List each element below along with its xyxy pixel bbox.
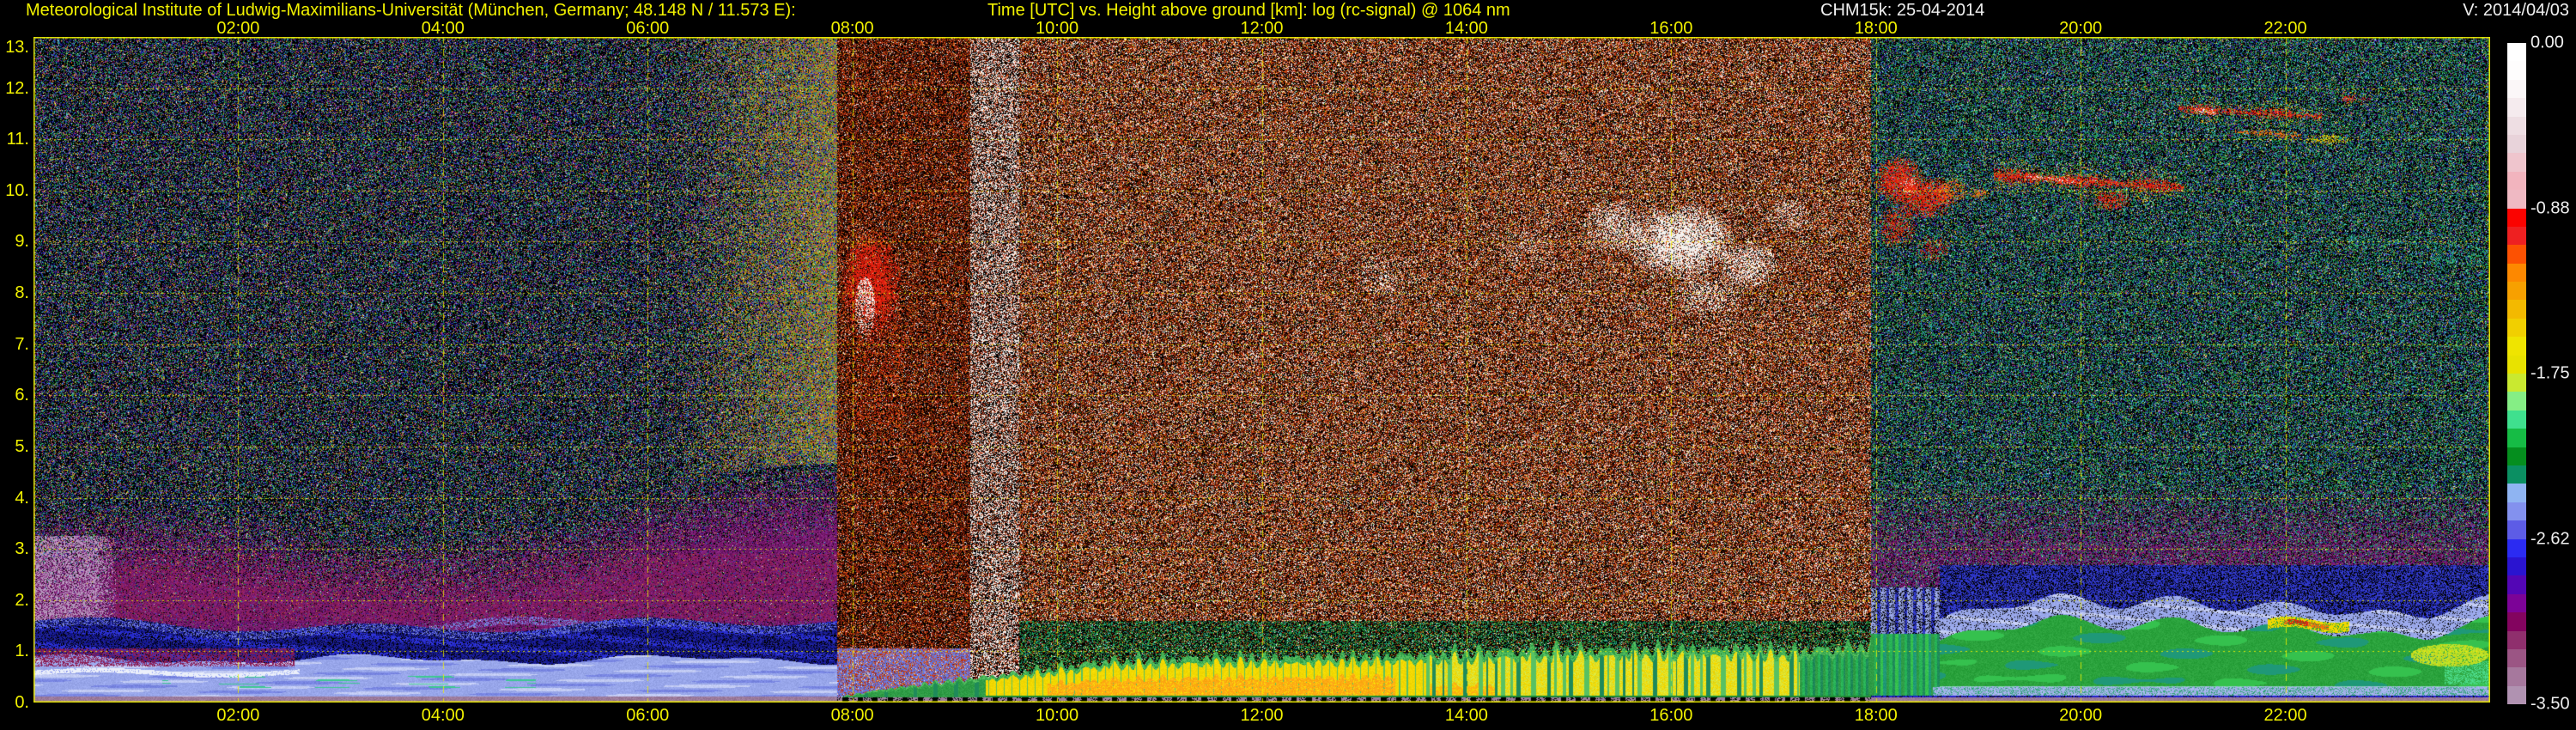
instrument-date-label: CHM15k: 25-04-2014 [1820, 1, 1985, 20]
x-tick-label: 12:00 [1240, 706, 1284, 725]
colorbar-tick-label: -3.50 [2530, 694, 2570, 714]
x-tick-label: 16:00 [1649, 706, 1693, 725]
x-tick-label: 08:00 [830, 19, 874, 38]
x-tick-label: 20:00 [2059, 706, 2103, 725]
colorbar-swatch [2507, 337, 2526, 356]
colorbar-swatch [2507, 43, 2526, 62]
y-tick-label: 4. [15, 488, 29, 508]
x-tick-label: 04:00 [421, 19, 465, 38]
y-tick-label: 12. [5, 78, 29, 98]
x-tick-label: 10:00 [1036, 19, 1079, 38]
institute-title: Meteorological Institute of Ludwig-Maxim… [26, 1, 796, 20]
x-tick-label: 10:00 [1036, 706, 1079, 725]
y-tick-label: 0. [15, 693, 29, 712]
colorbar-swatch [2507, 226, 2526, 246]
y-tick-label: 6. [15, 386, 29, 405]
colorbar-swatch [2507, 318, 2526, 338]
colorbar-swatch [2507, 134, 2526, 154]
y-tick-label: 2. [15, 590, 29, 610]
x-tick-label: 02:00 [216, 706, 260, 725]
colorbar-swatch [2507, 208, 2526, 227]
colorbar-swatch [2507, 520, 2526, 539]
colorbar-swatch [2507, 190, 2526, 209]
y-tick-label: 13. [5, 38, 29, 57]
colorbar-swatch [2507, 484, 2526, 502]
colorbar-swatch [2507, 648, 2526, 668]
colorbar-swatch [2507, 116, 2526, 135]
colorbar-swatch [2507, 98, 2526, 117]
y-tick-label: 11. [6, 130, 29, 149]
colorbar-swatch [2507, 429, 2526, 447]
y-tick-label: 5. [15, 436, 29, 456]
colorbar-swatch [2507, 593, 2526, 613]
version-label: V: 2014/04/03 [2463, 1, 2569, 20]
colorbar-swatch [2507, 263, 2526, 283]
y-tick-label: 3. [15, 539, 29, 559]
colorbar-tick-label: -0.88 [2530, 198, 2570, 217]
colorbar-tick-label: -2.62 [2530, 529, 2570, 548]
colorbar-swatch [2507, 245, 2526, 264]
plot-title: Time [UTC] vs. Height above ground [km]:… [987, 1, 1510, 20]
x-tick-label: 08:00 [830, 706, 874, 725]
x-tick-label: 20:00 [2059, 19, 2103, 38]
x-tick-label: 22:00 [2263, 706, 2307, 725]
x-tick-label: 14:00 [1444, 706, 1488, 725]
x-tick-label: 22:00 [2263, 19, 2307, 38]
colorbar [2507, 43, 2526, 705]
colorbar-tick-label: -1.75 [2530, 363, 2570, 383]
colorbar-swatch [2507, 538, 2526, 557]
y-tick-label: 10. [5, 180, 29, 200]
x-tick-label: 18:00 [1854, 706, 1898, 725]
y-tick-label: 8. [15, 283, 29, 303]
colorbar-swatch [2507, 685, 2526, 705]
backscatter-heatmap [33, 37, 2490, 703]
x-tick-label: 12:00 [1240, 19, 1284, 38]
x-tick-label: 18:00 [1854, 19, 1898, 38]
colorbar-swatch [2507, 575, 2526, 594]
y-tick-label: 7. [15, 334, 29, 354]
colorbar-tick-label: 0.00 [2530, 33, 2564, 52]
x-tick-label: 06:00 [626, 706, 670, 725]
colorbar-swatch [2507, 355, 2526, 374]
colorbar-swatch [2507, 630, 2526, 649]
colorbar-swatch [2507, 465, 2526, 484]
colorbar-swatch [2507, 79, 2526, 99]
colorbar-swatch [2507, 300, 2526, 319]
x-tick-label: 14:00 [1444, 19, 1488, 38]
colorbar-swatch [2507, 667, 2526, 686]
y-tick-label: 9. [15, 232, 29, 252]
colorbar-swatch [2507, 447, 2526, 465]
colorbar-swatch [2507, 61, 2526, 80]
y-tick-label: 1. [15, 642, 29, 661]
colorbar-swatch [2507, 171, 2526, 191]
x-tick-label: 04:00 [421, 706, 465, 725]
x-tick-label: 06:00 [626, 19, 670, 38]
colorbar-swatch [2507, 392, 2526, 411]
x-tick-label: 02:00 [216, 19, 260, 38]
x-tick-label: 16:00 [1649, 19, 1693, 38]
colorbar-swatch [2507, 410, 2526, 429]
colorbar-swatch [2507, 153, 2526, 172]
colorbar-swatch [2507, 374, 2526, 392]
colorbar-swatch [2507, 557, 2526, 576]
colorbar-swatch [2507, 502, 2526, 521]
colorbar-swatch [2507, 612, 2526, 631]
colorbar-swatch [2507, 282, 2526, 301]
